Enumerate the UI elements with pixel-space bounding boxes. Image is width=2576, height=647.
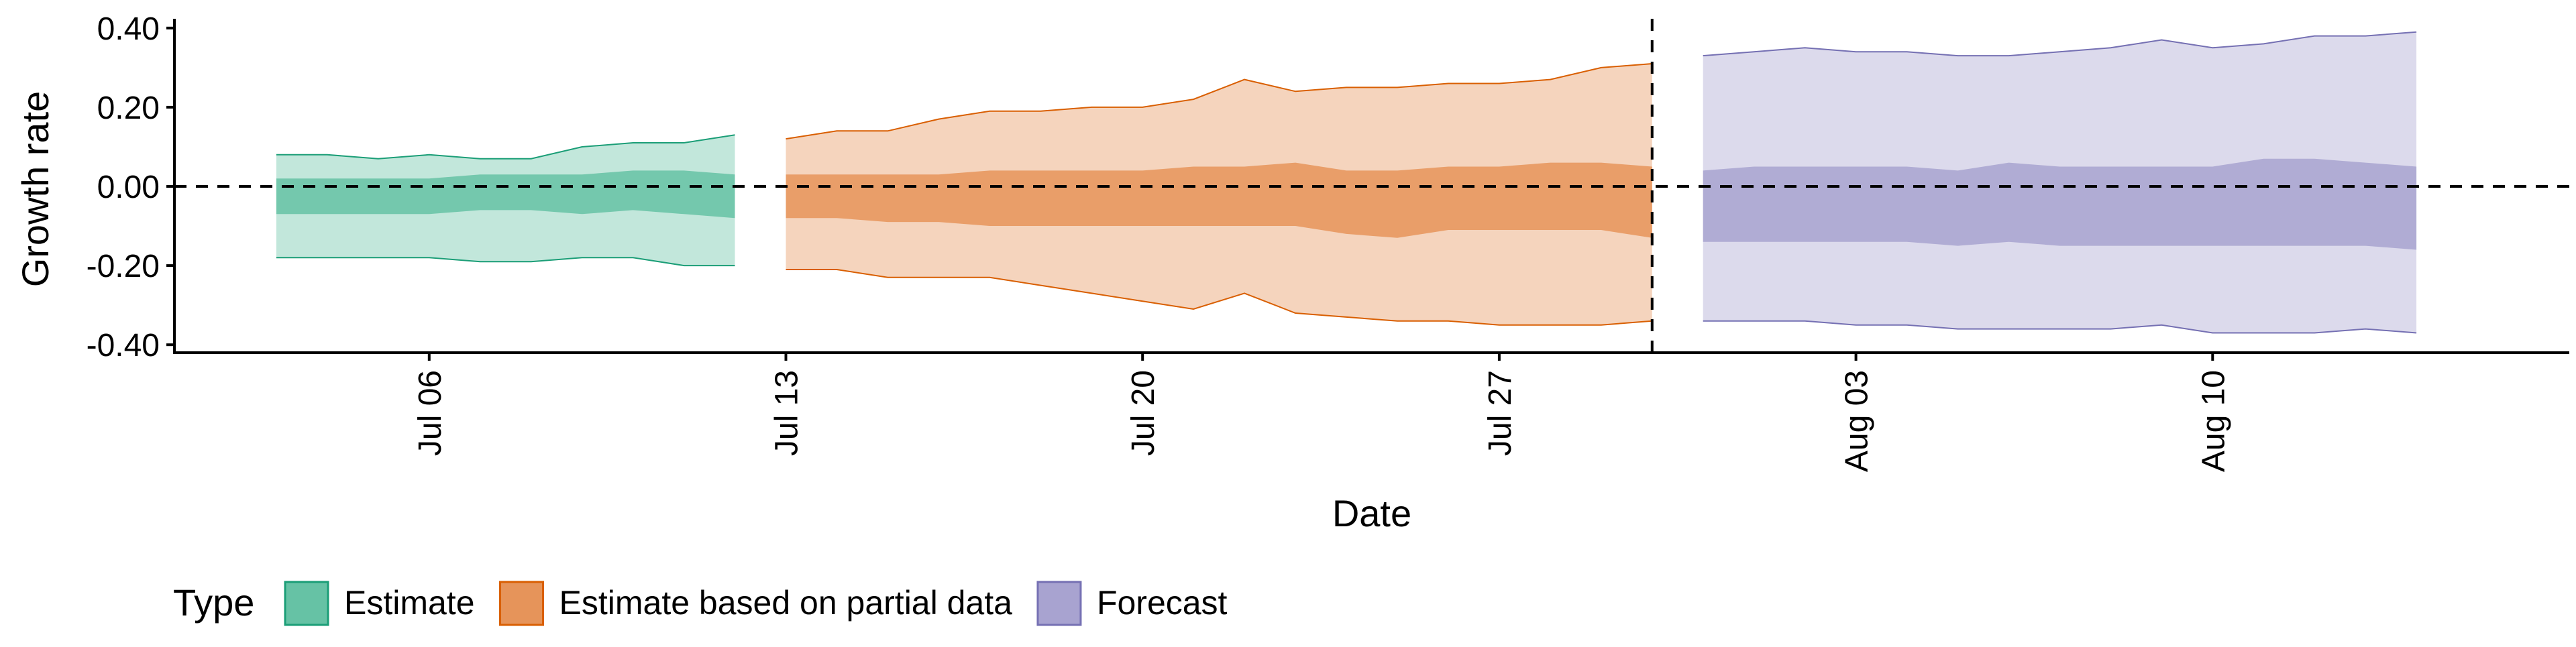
legend-label-estimate-based-on-partial-data: Estimate based on partial data: [559, 584, 1013, 622]
y-tick-label: 0.00: [97, 170, 160, 205]
legend-title: Type: [173, 581, 254, 624]
y-tick-label: 0.20: [97, 91, 160, 126]
x-tick-label: Jul 20: [1126, 370, 1161, 456]
y-axis-title: Growth rate: [14, 91, 56, 288]
band-layer: [276, 31, 2417, 334]
band-90-lower-edge-estimate: [276, 257, 735, 267]
x-tick-label: Jul 13: [769, 370, 804, 456]
y-tick-label: 0.40: [97, 11, 160, 47]
x-axis-title: Date: [1332, 492, 1411, 534]
band-50-estimate-based-on-partial-data: [786, 162, 1652, 238]
legend-swatch-forecast: [1036, 581, 1082, 626]
x-tick-label: Aug 03: [1839, 370, 1875, 472]
y-tick-label: -0.40: [87, 328, 160, 363]
x-tick-label: Jul 27: [1483, 370, 1518, 456]
band-90-upper-edge-forecast: [1703, 31, 2417, 57]
band-90-upper-edge-estimate: [276, 134, 735, 160]
legend-swatch-estimate: [284, 581, 329, 626]
legend-swatch-estimate-based-on-partial-data: [499, 581, 545, 626]
legend-label-estimate: Estimate: [344, 584, 475, 622]
legend: Type Estimate Estimate based on partial d…: [173, 581, 1228, 626]
band-90-lower-edge-forecast: [1703, 320, 2417, 334]
x-tick-label: Aug 10: [2196, 370, 2231, 472]
x-tick-label: Jul 06: [413, 370, 448, 456]
y-tick-label: -0.20: [87, 249, 160, 284]
band-90-upper-edge-estimate-based-on-partial-data: [786, 63, 1652, 140]
legend-label-forecast: Forecast: [1097, 584, 1228, 622]
band-50-forecast: [1703, 158, 2417, 250]
axes: 0.40 0.20 0.00 -0.20 -0.40 Jul 06 Jul 13 Jul 20…: [87, 11, 2569, 472]
band-50-estimate: [276, 170, 735, 219]
band-90-lower-edge-estimate-based-on-partial-data: [786, 269, 1652, 326]
